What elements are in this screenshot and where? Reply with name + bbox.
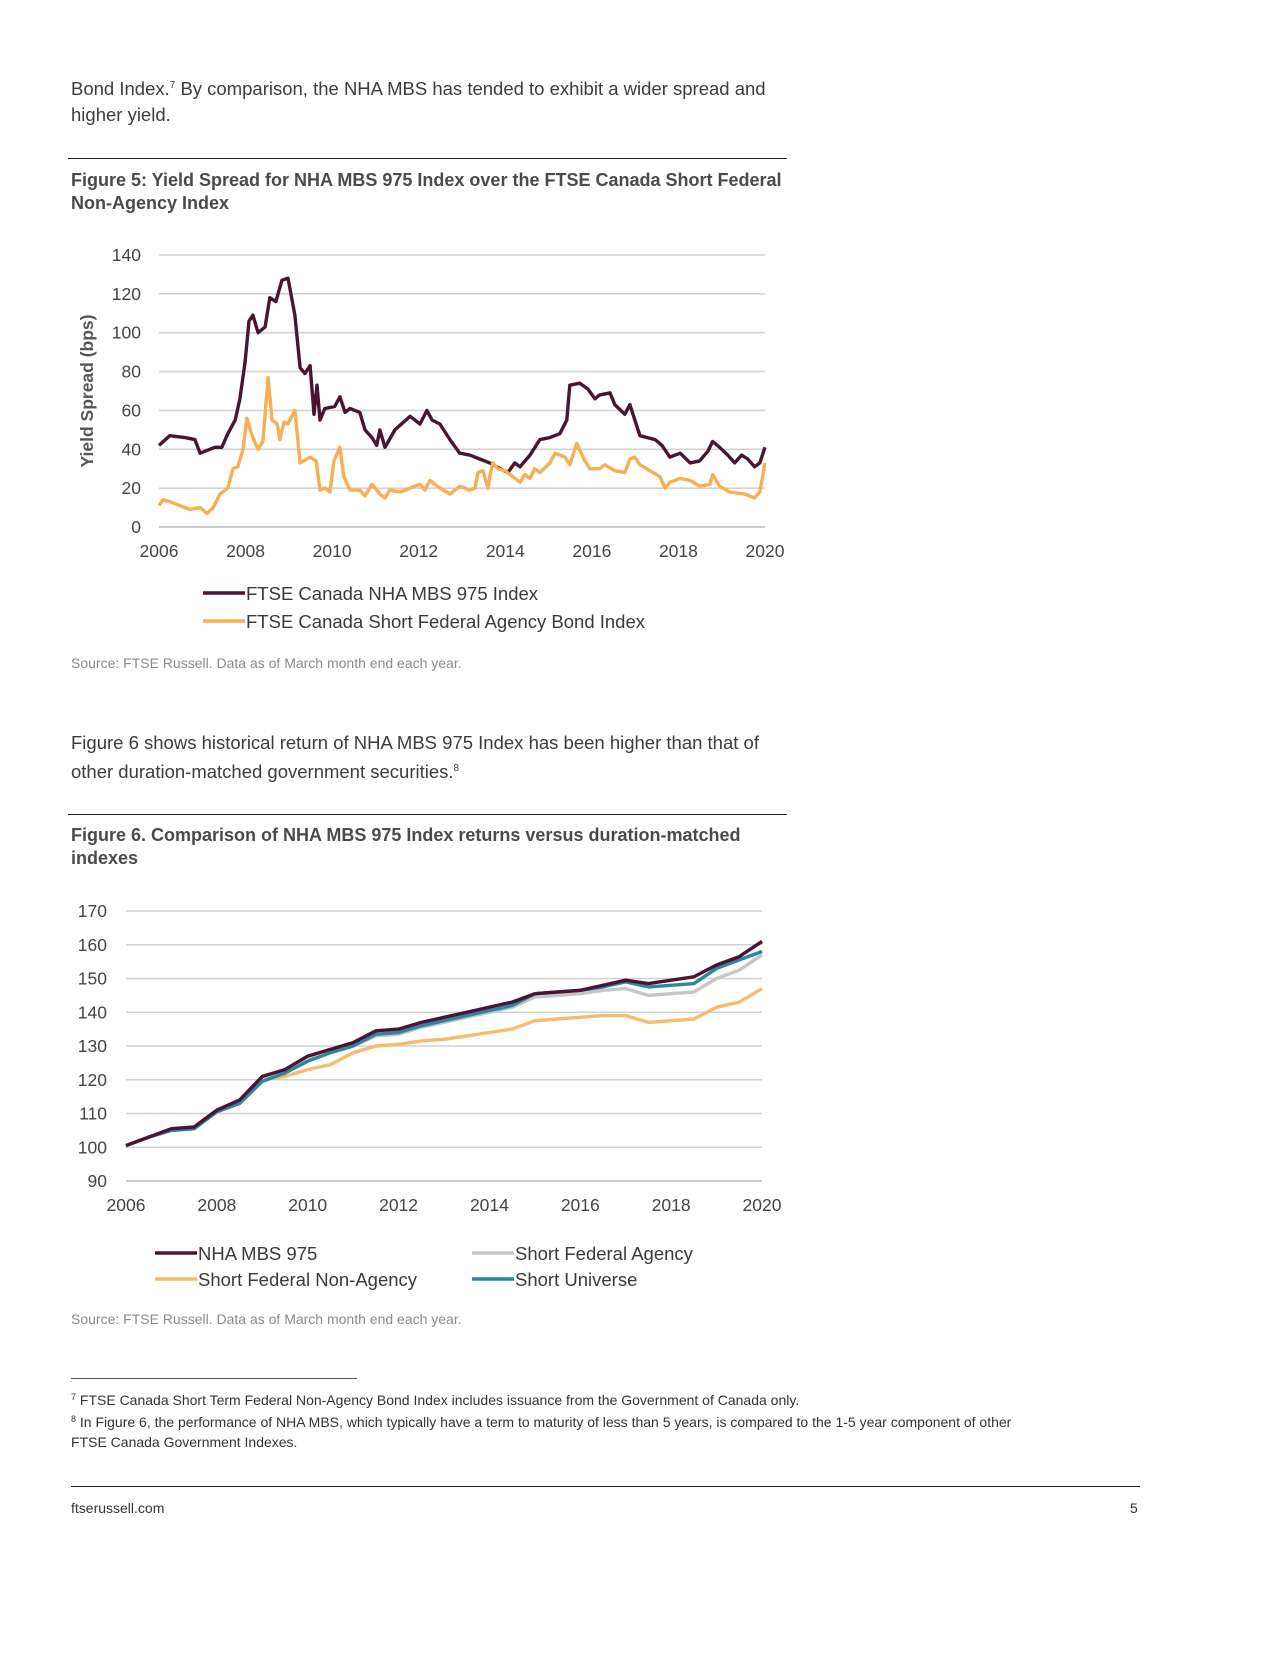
y-tick-label: 110 <box>79 1104 107 1124</box>
footnote-8: 8 In Figure 6, the performance of NHA MB… <box>71 1409 1031 1452</box>
legend-label: Short Federal Non-Agency <box>198 1269 418 1290</box>
x-tick-label: 2008 <box>226 541 265 561</box>
legend-label: NHA MBS 975 <box>198 1243 317 1264</box>
x-tick-label: 2016 <box>561 1195 600 1215</box>
footnote-number: 8 <box>71 1414 77 1424</box>
footnote-number: 7 <box>71 1392 77 1402</box>
x-tick-label: 2014 <box>470 1195 509 1215</box>
x-tick-label: 2018 <box>652 1195 691 1215</box>
y-tick-label: 160 <box>78 935 107 955</box>
y-tick-label: 140 <box>78 1002 107 1022</box>
x-tick-label: 2012 <box>379 1195 418 1215</box>
y-tick-label: 0 <box>131 517 141 537</box>
y-tick-label: 100 <box>112 323 141 343</box>
x-tick-label: 2012 <box>399 541 438 561</box>
y-tick-label: 140 <box>112 245 141 265</box>
x-tick-label: 2006 <box>107 1195 146 1215</box>
page-number: 5 <box>1130 1500 1138 1516</box>
x-tick-label: 2010 <box>313 541 352 561</box>
figure5-source: Source: FTSE Russell. Data as of March m… <box>71 655 462 671</box>
figure6-chart: 90 100 110 120 130 140 150 160 170 2006 2008 2010 20… <box>78 901 782 1290</box>
y-tick-label: 130 <box>78 1036 107 1056</box>
middle-text: Figure 6 shows historical return of NHA … <box>71 732 759 782</box>
y-tick-label: 90 <box>88 1171 108 1191</box>
series-line-2 <box>125 949 763 1148</box>
footnote-ref[interactable]: 7 <box>169 80 176 91</box>
intro-text: Bond Index. <box>71 78 170 99</box>
y-tick-label: 170 <box>78 901 107 921</box>
x-tick-label: 2008 <box>197 1195 236 1215</box>
y-tick-label: 40 <box>122 439 142 459</box>
legend-label: Short Universe <box>515 1269 637 1290</box>
footnote-7: 7 FTSE Canada Short Term Federal Non-Age… <box>71 1387 1071 1410</box>
x-tick-label: 2020 <box>743 1195 782 1215</box>
y-axis-label: Yield Spread (bps) <box>77 315 97 468</box>
y-tick-label: 80 <box>122 362 142 382</box>
y-tick-label: 20 <box>122 478 142 498</box>
intro-text: By comparison, the NHA MBS has tended to… <box>71 78 766 125</box>
legend-label: FTSE Canada NHA MBS 975 Index <box>246 583 539 604</box>
x-tick-label: 2010 <box>288 1195 327 1215</box>
x-tick-label: 2016 <box>572 541 611 561</box>
middle-paragraph: Figure 6 shows historical return of NHA … <box>71 730 801 785</box>
footer-divider <box>71 1486 1140 1487</box>
legend-label: FTSE Canada Short Federal Agency Bond In… <box>246 611 646 632</box>
x-tick-label: 2014 <box>486 541 525 561</box>
x-tick-label: 2018 <box>659 541 698 561</box>
y-tick-label: 120 <box>112 284 141 304</box>
series-line-1 <box>157 375 767 516</box>
legend-label: Short Federal Agency <box>515 1243 694 1264</box>
footnote-divider <box>71 1378 357 1379</box>
y-tick-label: 150 <box>78 969 107 989</box>
series-line-0 <box>157 276 767 475</box>
series-line-3 <box>125 939 763 1148</box>
footnote-text: FTSE Canada Short Term Federal Non-Agenc… <box>79 1392 800 1408</box>
intro-paragraph: Bond Index.7 By comparison, the NHA MBS … <box>71 73 801 128</box>
x-tick-label: 2006 <box>140 541 179 561</box>
footnote-ref[interactable]: 8 <box>453 763 460 774</box>
figure5-chart: 0 20 40 60 80 100 120 140 2006 2008 2010 2012 2014 20… <box>77 245 785 632</box>
footer-site-link[interactable]: ftserussell.com <box>71 1500 165 1516</box>
footnote-text: In Figure 6, the performance of NHA MBS,… <box>71 1414 1012 1450</box>
y-tick-label: 120 <box>78 1070 107 1090</box>
figure6-title: Figure 6. Comparison of NHA MBS 975 Inde… <box>71 825 741 868</box>
series-line-1 <box>125 953 763 1148</box>
figure6-source: Source: FTSE Russell. Data as of March m… <box>71 1311 462 1327</box>
figure5-title: Figure 5: Yield Spread for NHA MBS 975 I… <box>71 170 782 213</box>
figure-divider <box>68 158 787 159</box>
x-tick-label: 2020 <box>746 541 785 561</box>
y-tick-label: 60 <box>122 400 142 420</box>
figure-divider <box>68 814 787 815</box>
y-tick-label: 100 <box>78 1137 107 1157</box>
